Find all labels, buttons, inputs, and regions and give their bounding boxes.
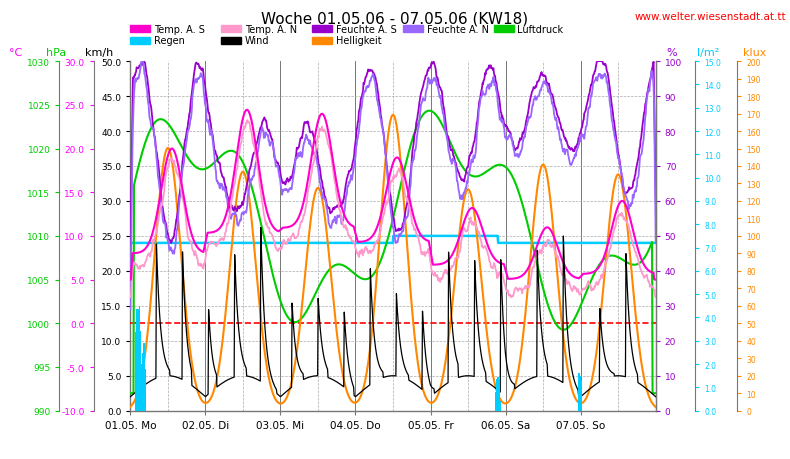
Bar [141, 364, 142, 411]
Bar [141, 353, 143, 411]
Bar [143, 348, 144, 411]
Text: hPa: hPa [46, 48, 66, 58]
Bar [579, 391, 581, 411]
Text: Temp. A. S: Temp. A. S [154, 25, 205, 35]
Bar [141, 386, 142, 411]
Bar [495, 397, 497, 411]
Bar [137, 348, 139, 411]
Bar [137, 387, 138, 411]
Text: °C: °C [9, 48, 23, 58]
Bar [135, 332, 136, 411]
Bar [579, 375, 580, 411]
Text: Feuchte A. S: Feuchte A. S [336, 25, 397, 35]
Text: Wind: Wind [245, 36, 269, 46]
Text: Luftdruck: Luftdruck [517, 25, 563, 35]
Bar [496, 397, 497, 411]
Text: Feuchte A. N: Feuchte A. N [427, 25, 488, 35]
Bar [498, 387, 500, 411]
Bar [498, 386, 499, 411]
Bar [495, 392, 496, 411]
Text: km/h: km/h [85, 48, 114, 58]
Bar [143, 343, 145, 411]
Bar [135, 371, 137, 411]
Bar [496, 379, 498, 411]
Text: klux: klux [743, 48, 766, 58]
Bar [142, 376, 144, 411]
Bar [580, 376, 581, 411]
Bar [138, 309, 139, 411]
Text: l/m²: l/m² [697, 48, 719, 58]
Text: Regen: Regen [154, 36, 185, 46]
Text: Helligkeit: Helligkeit [336, 36, 382, 46]
Text: Temp. A. N: Temp. A. N [245, 25, 297, 35]
Text: www.welter.wiesenstadt.at.tt: www.welter.wiesenstadt.at.tt [634, 11, 786, 22]
Bar [144, 386, 145, 411]
Bar [140, 342, 141, 411]
Text: %: % [666, 48, 676, 58]
Text: Woche 01.05.06 - 07.05.06 (KW18): Woche 01.05.06 - 07.05.06 (KW18) [261, 11, 529, 27]
Bar [499, 401, 501, 411]
Bar [578, 373, 580, 411]
Bar [139, 307, 141, 411]
Bar [499, 379, 500, 411]
Bar [497, 399, 498, 411]
Bar [145, 369, 146, 411]
Bar [136, 377, 137, 411]
Bar [138, 362, 140, 411]
Bar [140, 331, 141, 411]
